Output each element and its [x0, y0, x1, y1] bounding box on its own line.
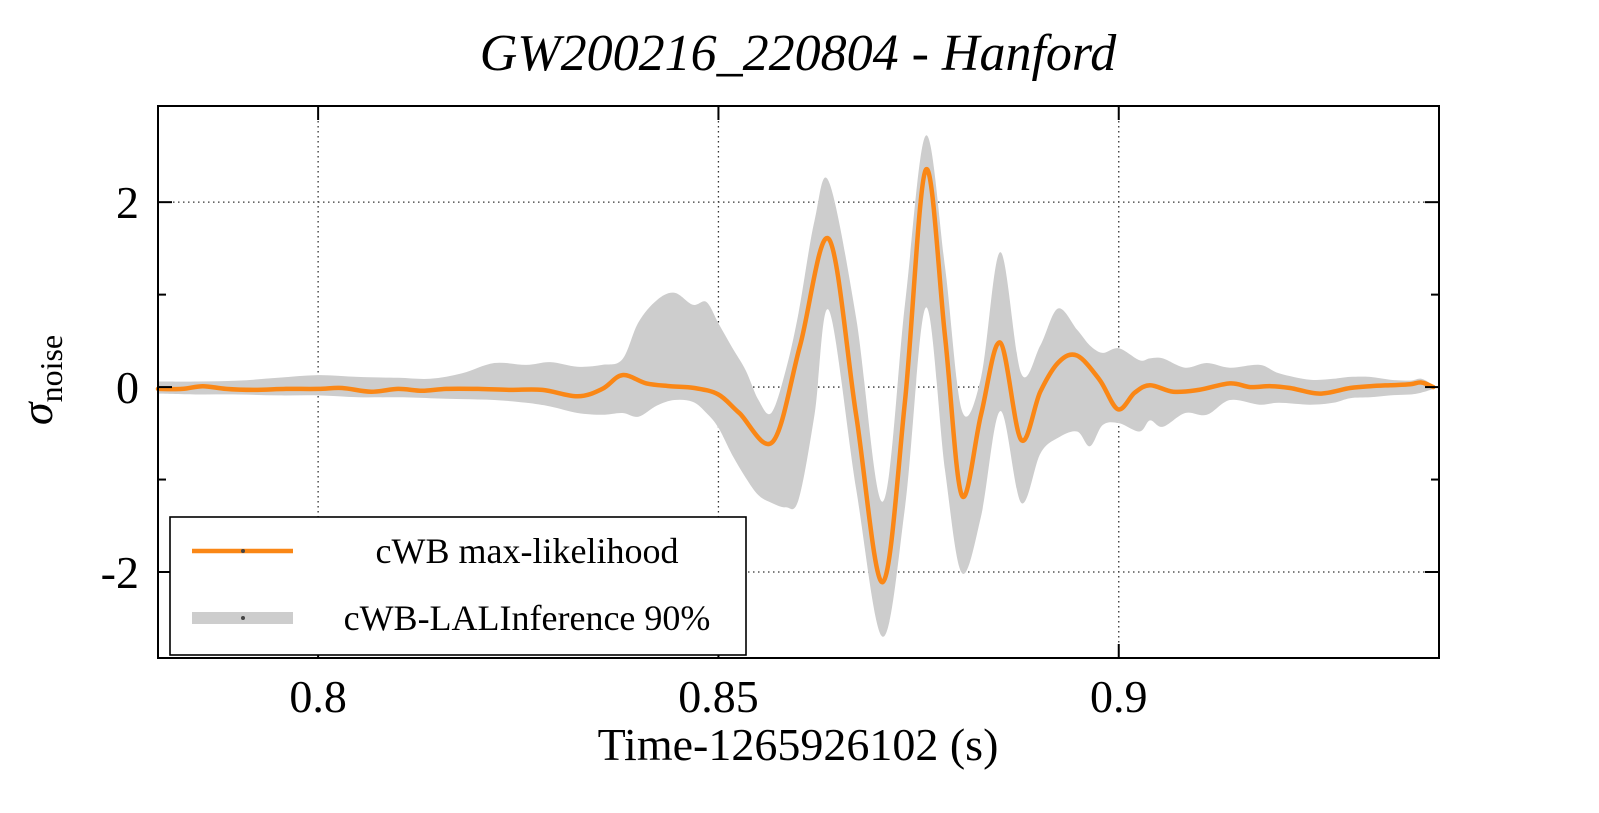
legend-entry-line: cWB max-likelihood	[192, 531, 678, 571]
waveform-line	[155, 167, 1436, 585]
legend-band-marker-dot	[241, 616, 245, 620]
plot-frame	[157, 105, 1440, 659]
legend-label-band: cWB-LALInference 90%	[344, 598, 711, 638]
x-axis-label: Time-1265926102 (s)	[598, 719, 999, 770]
y-tick-label: -2	[101, 547, 139, 598]
chart-plot-area: 0.8 0.85 0.9 2 0 -2	[101, 105, 1440, 722]
legend-entry-band: cWB-LALInference 90%	[192, 598, 710, 638]
chart-title: GW200216_220804 - Hanford	[480, 25, 1117, 82]
legend-frame	[169, 516, 747, 656]
legend-box: cWB max-likelihood cWB-LALInference 90%	[169, 516, 747, 656]
uncertainty-band	[158, 135, 1434, 637]
x-tick-label: 0.85	[678, 671, 759, 722]
y-tick-label: 0	[116, 362, 139, 413]
x-tick-label: 0.8	[289, 671, 347, 722]
legend-line-marker-dot	[241, 549, 245, 553]
y-axis-label: σnoise	[11, 335, 69, 425]
y-tick-label: 2	[116, 177, 139, 228]
legend-label-line: cWB max-likelihood	[376, 531, 679, 571]
y-axis-label-subscript: noise	[33, 335, 69, 403]
x-tick-label: 0.9	[1090, 671, 1148, 722]
y-axis-label-symbol: σ	[11, 400, 62, 425]
